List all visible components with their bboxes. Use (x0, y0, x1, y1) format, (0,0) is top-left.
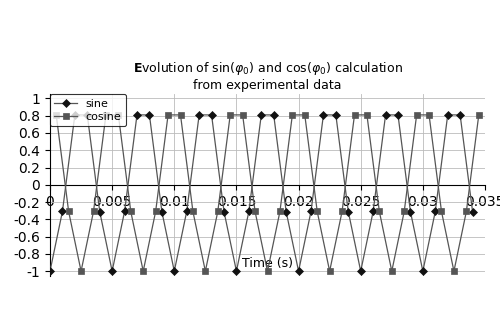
cosine (215, 209, 221, 213)
sine (122, 209, 128, 213)
cosine (326, 269, 332, 273)
cosine (290, 113, 296, 117)
sine (382, 113, 388, 117)
sine (420, 269, 426, 273)
cosine (140, 269, 146, 273)
cosine (277, 209, 283, 213)
cosine (451, 269, 457, 273)
Title: $\mathbf{E}$volution of sin($\varphi_0$) and cos($\varphi_0$) calculation
from e: $\mathbf{E}$volution of sin($\varphi_0$)… (132, 59, 402, 91)
cosine (426, 113, 432, 117)
sine (234, 269, 239, 273)
cosine (202, 269, 208, 273)
cosine (389, 269, 395, 273)
cosine (364, 113, 370, 117)
cosine (53, 113, 59, 117)
sine (296, 269, 302, 273)
cosine (116, 113, 121, 117)
sine (96, 210, 102, 214)
sine (358, 269, 364, 273)
sine (457, 113, 463, 117)
cosine (78, 269, 84, 273)
cosine (401, 209, 407, 213)
Line: cosine: cosine (52, 112, 482, 275)
sine (208, 113, 214, 117)
cosine (165, 113, 171, 117)
sine (258, 113, 264, 117)
sine (395, 113, 401, 117)
cosine (227, 113, 233, 117)
cosine (90, 209, 96, 213)
cosine (264, 269, 270, 273)
sine (184, 209, 190, 213)
cosine (302, 113, 308, 117)
sine (346, 210, 352, 214)
sine (470, 210, 476, 214)
X-axis label: Time (s): Time (s) (242, 257, 293, 270)
sine (408, 210, 414, 214)
cosine (103, 113, 109, 117)
sine (246, 209, 252, 213)
cosine (66, 209, 71, 213)
sine (283, 210, 289, 214)
sine (333, 113, 339, 117)
Line: sine: sine (47, 112, 476, 274)
sine (370, 209, 376, 213)
cosine (252, 209, 258, 213)
sine (109, 269, 115, 273)
cosine (152, 209, 158, 213)
cosine (240, 113, 246, 117)
cosine (376, 209, 382, 213)
sine (146, 113, 152, 117)
sine (432, 209, 438, 213)
sine (47, 269, 53, 273)
cosine (414, 113, 420, 117)
sine (84, 113, 90, 117)
sine (308, 209, 314, 213)
sine (270, 113, 276, 117)
cosine (190, 209, 196, 213)
sine (159, 210, 165, 214)
sine (444, 113, 450, 117)
sine (134, 113, 140, 117)
cosine (339, 209, 345, 213)
Legend: sine, cosine: sine, cosine (50, 94, 126, 126)
sine (172, 269, 177, 273)
sine (320, 113, 326, 117)
sine (221, 210, 227, 214)
cosine (178, 113, 184, 117)
cosine (128, 209, 134, 213)
cosine (464, 209, 469, 213)
sine (72, 113, 78, 117)
sine (60, 209, 66, 213)
cosine (438, 209, 444, 213)
cosine (476, 113, 482, 117)
sine (196, 113, 202, 117)
cosine (314, 209, 320, 213)
cosine (352, 113, 358, 117)
